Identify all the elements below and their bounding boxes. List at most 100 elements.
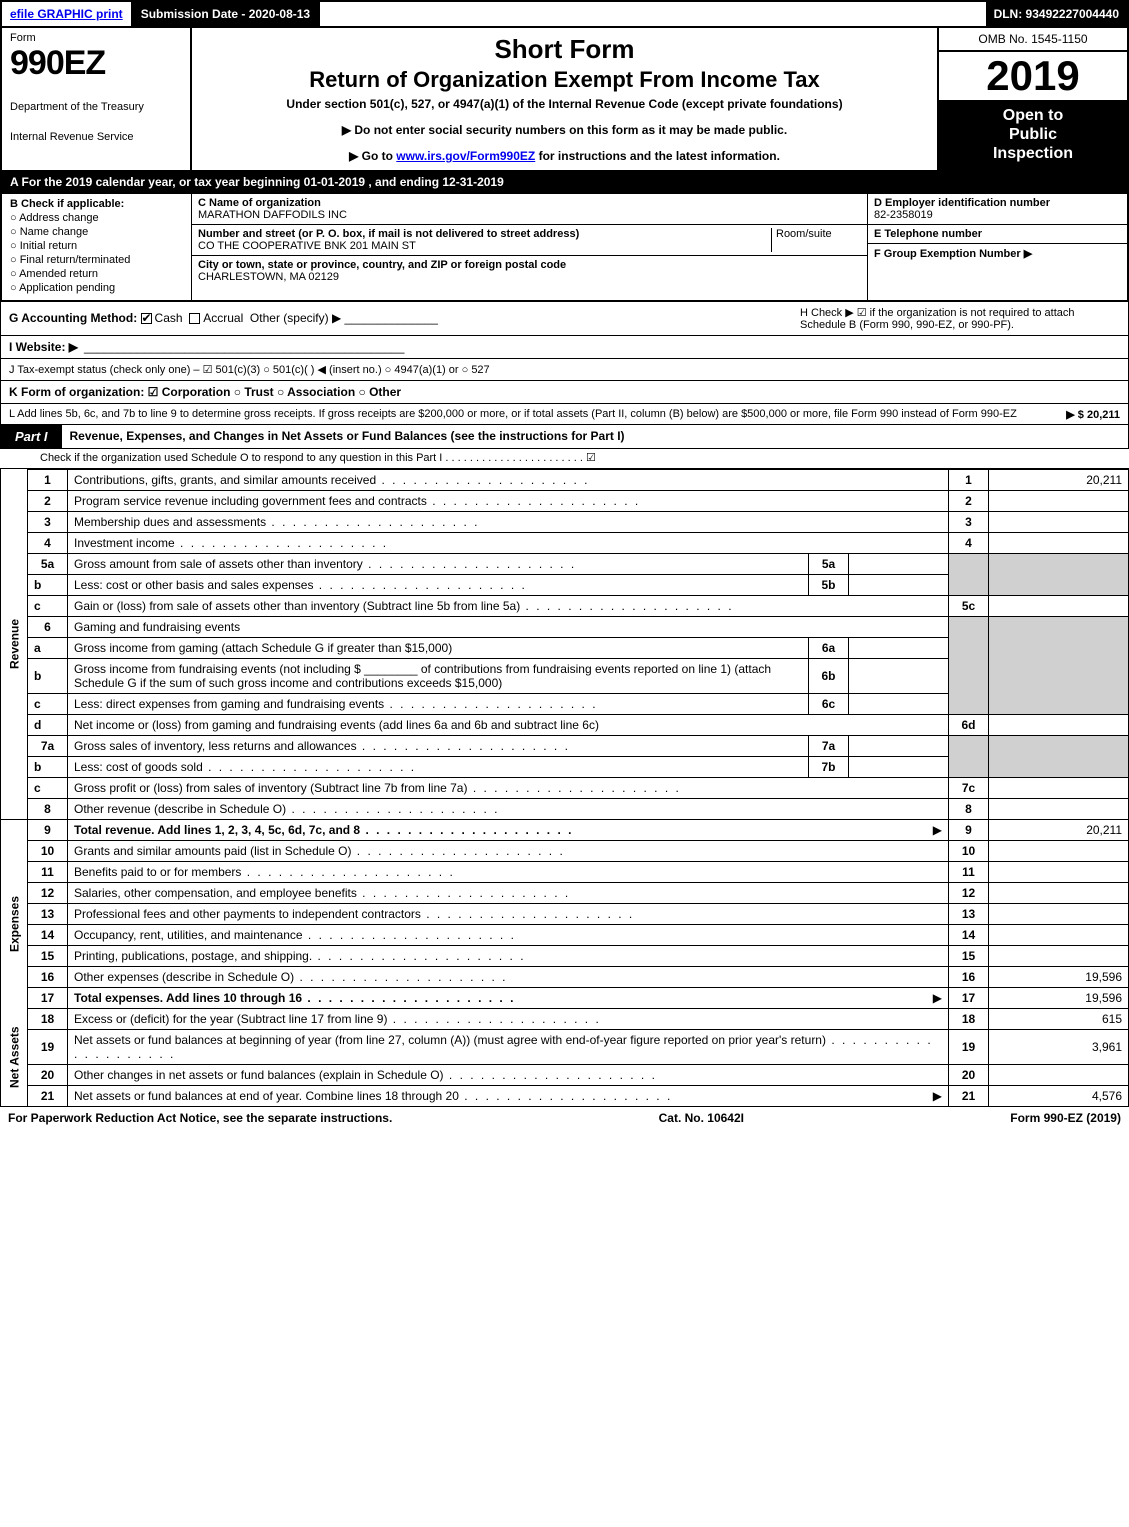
l5a-subval — [849, 553, 949, 574]
f-group-label: F Group Exemption Number ▶ — [874, 248, 1032, 260]
section-j: J Tax-exempt status (check only one) – ☑… — [0, 359, 1129, 381]
l6-val-shaded — [989, 616, 1129, 714]
part-1-note: Check if the organization used Schedule … — [0, 449, 1129, 469]
l12-val — [989, 882, 1129, 903]
l4-val — [989, 532, 1129, 553]
chk-application-pending[interactable]: Application pending — [10, 282, 183, 294]
form-header: Form 990EZ Department of the Treasury In… — [0, 28, 1129, 172]
chk-initial-return[interactable]: Initial return — [10, 240, 183, 252]
l9-val: 20,211 — [989, 819, 1129, 840]
line-4: 4 Investment income 4 — [1, 532, 1129, 553]
irs-link[interactable]: www.irs.gov/Form990EZ — [396, 149, 535, 163]
c-city-label: City or town, state or province, country… — [198, 259, 566, 271]
l17-num: 17 — [28, 987, 68, 1008]
l7c-num: c — [28, 777, 68, 798]
goto-post: for instructions and the latest informat… — [535, 149, 780, 163]
l14-desc: Occupancy, rent, utilities, and maintena… — [74, 928, 516, 942]
line-5a: 5a Gross amount from sale of assets othe… — [1, 553, 1129, 574]
l8-desc: Other revenue (describe in Schedule O) — [74, 802, 499, 816]
line-17: 17 Total expenses. Add lines 10 through … — [1, 987, 1129, 1008]
info-block: B Check if applicable: Address change Na… — [0, 194, 1129, 302]
l6b-num: b — [28, 658, 68, 693]
l16-col: 16 — [949, 966, 989, 987]
line-7a: 7a Gross sales of inventory, less return… — [1, 735, 1129, 756]
l10-val — [989, 840, 1129, 861]
revenue-side-label: Revenue — [1, 469, 28, 819]
l16-val: 19,596 — [989, 966, 1129, 987]
l7b-num: b — [28, 756, 68, 777]
tax-year: 2019 — [939, 52, 1127, 100]
section-c: C Name of organization MARATHON DAFFODIL… — [192, 194, 867, 300]
l10-num: 10 — [28, 840, 68, 861]
section-b-title: B Check if applicable: — [10, 198, 183, 210]
chk-amended-return[interactable]: Amended return — [10, 268, 183, 280]
l15-val — [989, 945, 1129, 966]
l6-num: 6 — [28, 616, 68, 637]
l8-num: 8 — [28, 798, 68, 819]
l16-num: 16 — [28, 966, 68, 987]
other-label: Other (specify) ▶ — [250, 311, 341, 325]
header-center: Short Form Return of Organization Exempt… — [192, 28, 937, 170]
line-9: 9 Total revenue. Add lines 1, 2, 3, 4, 5… — [1, 819, 1129, 840]
org-address: CO THE COOPERATIVE BNK 201 MAIN ST — [198, 240, 416, 252]
l21-arrow: ▶ — [933, 1089, 942, 1103]
section-i: I Website: ▶ ___________________________… — [0, 336, 1129, 359]
l3-col: 3 — [949, 511, 989, 532]
l15-col: 15 — [949, 945, 989, 966]
line-14: 14 Occupancy, rent, utilities, and maint… — [1, 924, 1129, 945]
l5b-sub: 5b — [809, 574, 849, 595]
org-city: CHARLESTOWN, MA 02129 — [198, 271, 339, 283]
l14-val — [989, 924, 1129, 945]
l6b-subval — [849, 658, 949, 693]
l2-desc: Program service revenue including govern… — [74, 494, 640, 508]
l1-val: 20,211 — [989, 469, 1129, 490]
e-phone-label: E Telephone number — [874, 228, 982, 240]
l6-desc: Gaming and fundraising events — [68, 616, 949, 637]
l5a-num: 5a — [28, 553, 68, 574]
line-8: 8 Other revenue (describe in Schedule O)… — [1, 798, 1129, 819]
l19-val: 3,961 — [989, 1029, 1129, 1064]
return-title: Return of Organization Exempt From Incom… — [202, 67, 927, 93]
g-label: G Accounting Method: — [9, 311, 137, 325]
l5ab-col-shaded — [949, 553, 989, 595]
efile-print-link[interactable]: efile GRAPHIC print — [2, 2, 131, 26]
org-name: MARATHON DAFFODILS INC — [198, 209, 347, 221]
l6a-subval — [849, 637, 949, 658]
l4-col: 4 — [949, 532, 989, 553]
chk-address-change[interactable]: Address change — [10, 212, 183, 224]
l6c-subval — [849, 693, 949, 714]
l21-num: 21 — [28, 1085, 68, 1106]
room-suite-label: Room/suite — [776, 228, 832, 240]
line-20: 20 Other changes in net assets or fund b… — [1, 1064, 1129, 1085]
section-a-tax-year: A For the 2019 calendar year, or tax yea… — [0, 172, 1129, 194]
l11-col: 11 — [949, 861, 989, 882]
part-1-title: Revenue, Expenses, and Changes in Net As… — [62, 425, 1128, 447]
l17-desc: Total expenses. Add lines 10 through 16 — [74, 991, 515, 1005]
c-addr-label: Number and street (or P. O. box, if mail… — [198, 228, 579, 240]
line-12: 12 Salaries, other compensation, and emp… — [1, 882, 1129, 903]
l18-val: 615 — [989, 1008, 1129, 1029]
l6c-sub: 6c — [809, 693, 849, 714]
chk-accrual[interactable] — [189, 313, 200, 324]
l2-num: 2 — [28, 490, 68, 511]
l17-val: 19,596 — [989, 987, 1129, 1008]
l6a-num: a — [28, 637, 68, 658]
l7a-desc: Gross sales of inventory, less returns a… — [74, 739, 570, 753]
l6d-col: 6d — [949, 714, 989, 735]
l21-desc: Net assets or fund balances at end of ye… — [74, 1089, 672, 1103]
chk-cash[interactable] — [141, 313, 152, 324]
line-3: 3 Membership dues and assessments 3 — [1, 511, 1129, 532]
l13-col: 13 — [949, 903, 989, 924]
chk-name-change[interactable]: Name change — [10, 226, 183, 238]
line-16: 16 Other expenses (describe in Schedule … — [1, 966, 1129, 987]
l17-col: 17 — [949, 987, 989, 1008]
l5b-subval — [849, 574, 949, 595]
chk-final-return[interactable]: Final return/terminated — [10, 254, 183, 266]
l8-val — [989, 798, 1129, 819]
l5c-desc: Gain or (loss) from sale of assets other… — [74, 599, 734, 613]
l5a-desc: Gross amount from sale of assets other t… — [74, 557, 576, 571]
l7a-num: 7a — [28, 735, 68, 756]
l18-num: 18 — [28, 1008, 68, 1029]
netassets-side-label: Net Assets — [1, 1008, 28, 1106]
l4-desc: Investment income — [74, 536, 388, 550]
